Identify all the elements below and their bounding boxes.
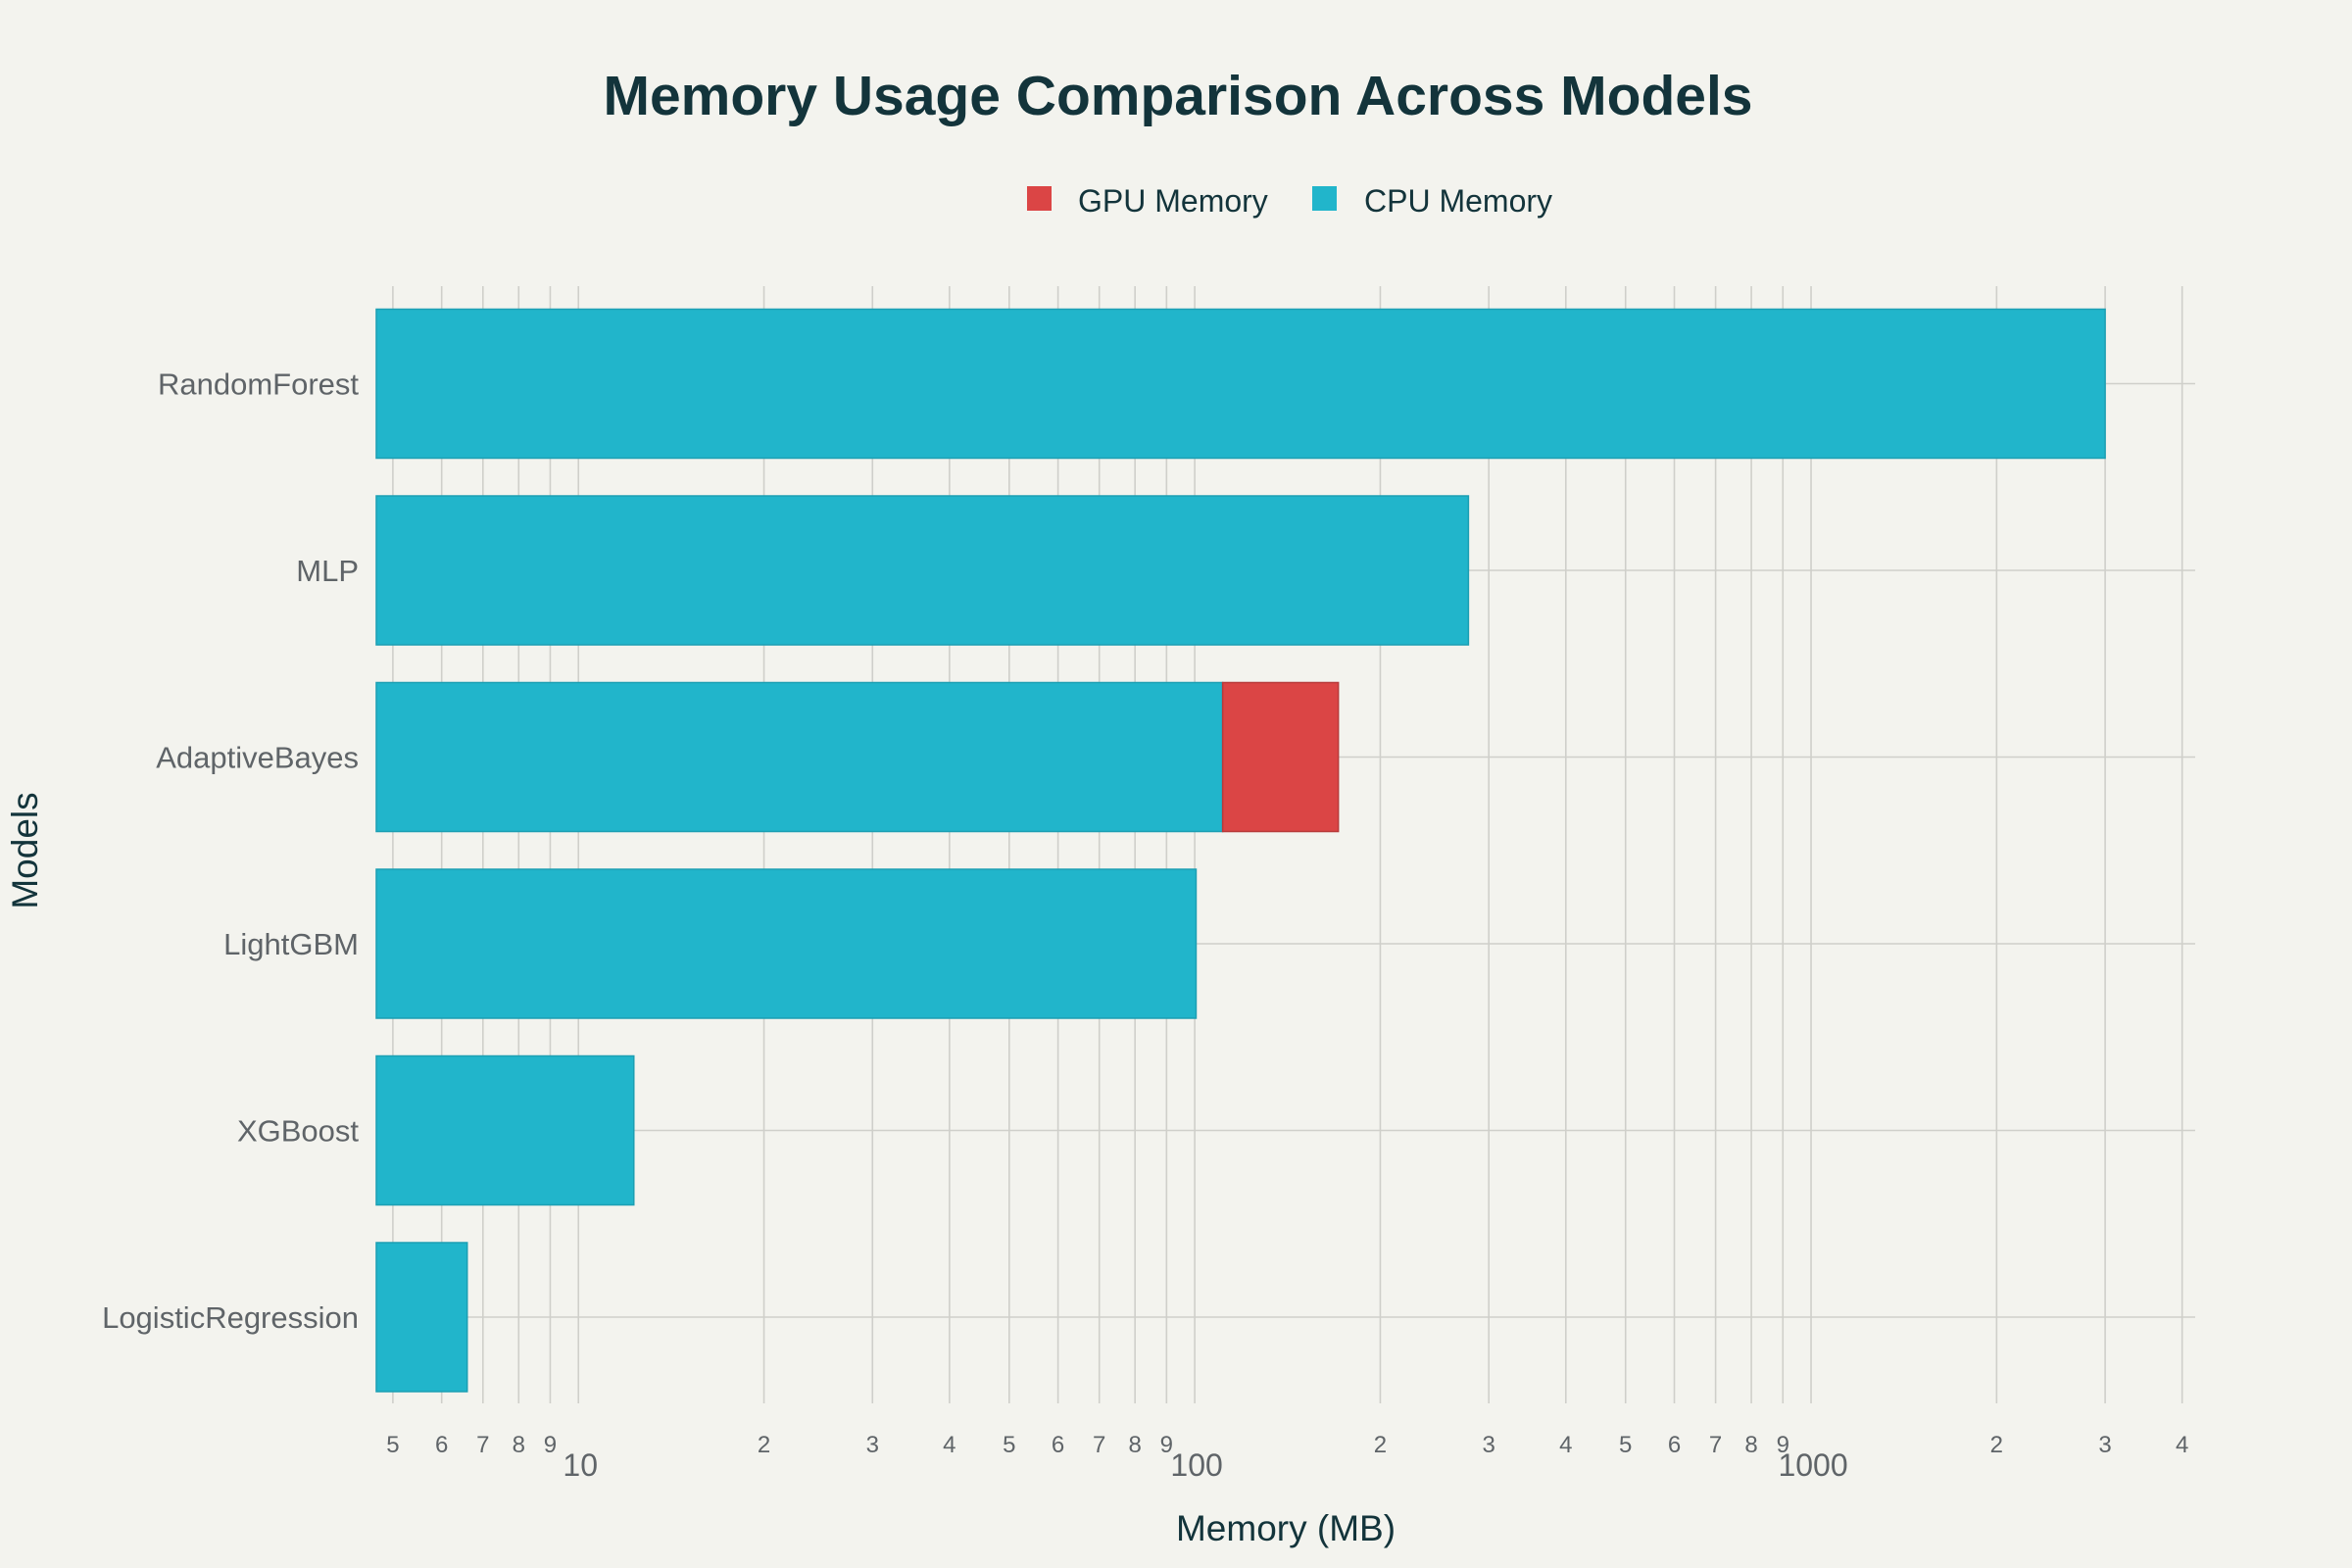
y-axis-title: Models (5, 792, 45, 908)
x-minor-tick-label: 8 (513, 1432, 525, 1458)
bar-mlp-cpu-memory (375, 495, 1470, 646)
x-minor-tick-label: 2 (758, 1432, 770, 1458)
x-minor-tick-label: 3 (866, 1432, 879, 1458)
category-label-xgboost: XGBoost (237, 1114, 359, 1149)
x-minor-tick-label: 4 (943, 1432, 956, 1458)
category-label-logisticregression: LogisticRegression (102, 1300, 359, 1335)
category-label-mlp: MLP (296, 554, 359, 588)
x-minor-tick-label: 4 (2176, 1432, 2188, 1458)
x-minor-tick-label: 5 (386, 1432, 399, 1458)
legend-swatch-gpu-memory (1027, 186, 1052, 211)
x-minor-tick-label: 5 (1619, 1432, 1632, 1458)
category-label-adaptivebayes: AdaptiveBayes (156, 741, 359, 775)
legend-label-cpu-memory: CPU Memory (1364, 183, 1552, 219)
x-minor-tick-label: 2 (1990, 1432, 2003, 1458)
bar-adaptivebayes-gpu-memory (1221, 681, 1340, 833)
x-minor-tick-label: 4 (1559, 1432, 1572, 1458)
bar-adaptivebayes-cpu-memory (375, 681, 1224, 833)
x-minor-tick-label: 7 (476, 1432, 489, 1458)
bar-randomforest-cpu-memory (375, 308, 2106, 460)
category-label-lightgbm: LightGBM (223, 927, 359, 961)
legend-label-gpu-memory: GPU Memory (1078, 183, 1268, 219)
x-minor-tick-label: 6 (435, 1432, 448, 1458)
x-minor-tick-label: 8 (1129, 1432, 1142, 1458)
x-minor-tick-label: 2 (1374, 1432, 1387, 1458)
bar-xgboost-cpu-memory (375, 1054, 635, 1206)
x-minor-tick-label: 8 (1744, 1432, 1757, 1458)
legend: GPU Memory CPU Memory (1027, 183, 1552, 219)
x-major-tick-label: 10 (563, 1447, 598, 1483)
bars (375, 308, 2106, 1393)
bar-lightgbm-cpu-memory (375, 868, 1198, 1019)
x-major-tick-label: 100 (1170, 1447, 1222, 1483)
chart-title: Memory Usage Comparison Across Models (603, 65, 1752, 127)
x-axis-title: Memory (MB) (1176, 1508, 1396, 1548)
x-minor-tick-label: 9 (1777, 1432, 1789, 1458)
x-minor-tick-label: 7 (1093, 1432, 1105, 1458)
legend-swatch-cpu-memory (1312, 186, 1337, 211)
x-minor-tick-label: 9 (544, 1432, 557, 1458)
x-major-tick-label: 1000 (1778, 1447, 1847, 1483)
category-label-randomforest: RandomForest (158, 368, 359, 402)
x-minor-tick-label: 9 (1160, 1432, 1173, 1458)
x-minor-tick-label: 5 (1003, 1432, 1015, 1458)
bar-logisticregression-cpu-memory (375, 1242, 468, 1393)
y-axis-tick-labels: LogisticRegression XGBoost LightGBM Adaptiv… (102, 368, 359, 1336)
x-minor-tick-label: 6 (1668, 1432, 1681, 1458)
x-minor-tick-label: 3 (2098, 1432, 2111, 1458)
x-minor-tick-label: 3 (1483, 1432, 1495, 1458)
x-minor-tick-label: 7 (1709, 1432, 1722, 1458)
x-minor-tick-label: 6 (1052, 1432, 1064, 1458)
